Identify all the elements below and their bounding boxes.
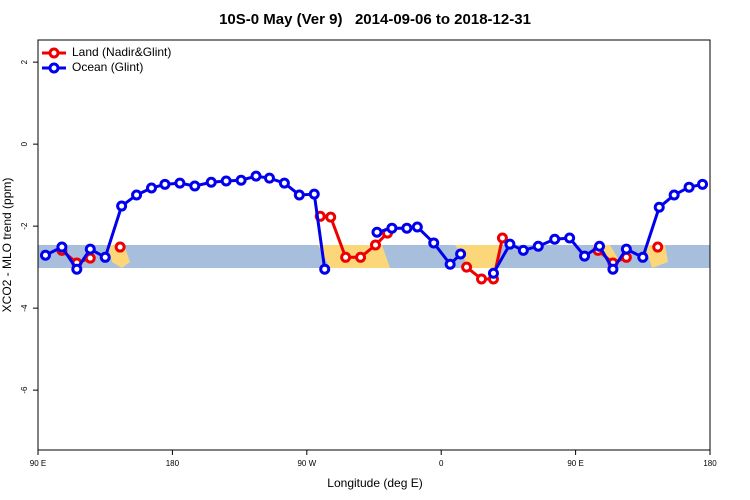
point [549,233,561,245]
point [159,178,171,190]
y-tick-label: -2 [20,222,29,230]
point [263,172,275,184]
map-band [38,245,710,268]
legend-label: Ocean (Glint) [72,60,143,74]
point [84,243,96,255]
point [579,250,591,262]
point [131,189,143,201]
point [697,178,709,190]
point [99,251,111,263]
point [371,226,383,238]
point [476,273,488,285]
y-tick-label: 0 [20,141,29,146]
point [114,241,126,253]
point [235,174,247,186]
point [278,177,290,189]
point [504,238,516,250]
point [189,180,201,192]
point [401,222,413,234]
point [653,201,665,213]
x-tick-label: 90 E [567,459,583,468]
point [517,244,529,256]
point [293,189,305,201]
x-tick-label: 180 [166,459,180,468]
x-tick-label: 0 [439,459,444,468]
point [205,176,217,188]
point [71,263,83,275]
point [496,232,508,244]
legend-marker [48,47,60,59]
point [668,189,680,201]
point [487,267,499,279]
point [174,177,186,189]
chart-title: 10S-0 May (Ver 9) 2014-09-06 to 2018-12-… [219,11,531,28]
point [319,263,331,275]
point [220,175,232,187]
y-axis-label: XCO2 - MLO trend (ppm) [0,178,14,313]
legend-label: Land (Nadir&Glint) [72,45,171,59]
point [116,200,128,212]
point [56,241,68,253]
point [411,221,423,233]
x-tick-label: 180 [703,459,717,468]
point [39,249,51,261]
plot-frame [37,39,711,451]
x-tick-label: 90 E [30,459,46,468]
point [250,170,262,182]
y-tick-label: -4 [20,304,29,312]
point [369,239,381,251]
x-axis-label: Longitude (deg E) [327,476,422,490]
point [340,251,352,263]
y-tick-label: 2 [20,59,29,64]
point [145,182,157,194]
legend-marker [48,62,60,74]
point [308,188,320,200]
point [652,241,664,253]
point [444,258,456,270]
point [428,237,440,249]
point [564,232,576,244]
point [325,211,337,223]
point [593,240,605,252]
point [683,181,695,193]
point [455,248,467,260]
point [637,251,649,263]
point [532,240,544,252]
point [386,222,398,234]
point [607,263,619,275]
point [461,261,473,273]
y-tick-label: -6 [20,386,29,394]
x-tick-label: 90 W [297,459,316,468]
point [620,243,632,255]
point [355,251,367,263]
